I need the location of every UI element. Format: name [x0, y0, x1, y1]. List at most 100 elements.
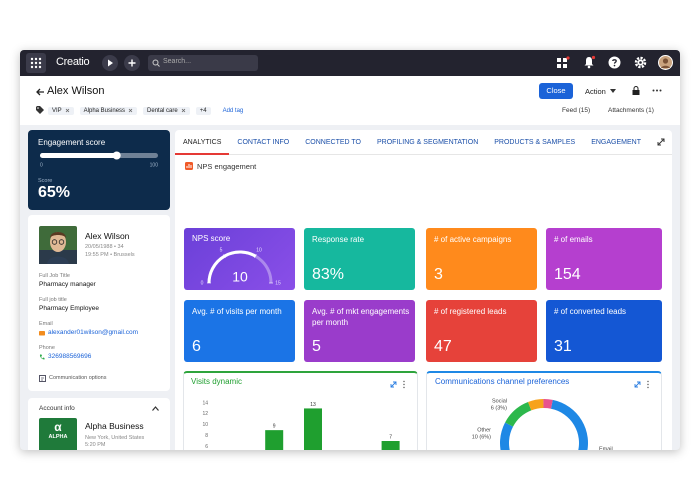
gauge-tick-label: 15	[275, 280, 281, 286]
remove-tag[interactable]	[181, 108, 186, 113]
tab[interactable]: PRODUCTS & SAMPLES	[494, 138, 576, 146]
bar	[304, 408, 322, 450]
chart-menu-dot	[403, 383, 405, 386]
remove-tag[interactable]	[65, 108, 70, 113]
phone-glyph	[39, 354, 45, 359]
tag-chip: VIP	[48, 106, 74, 115]
bar	[265, 430, 284, 450]
record-header: Alex Wilson Close Action VIP Alpha Busine…	[20, 76, 680, 125]
logo-text: ALPHA	[48, 434, 68, 440]
feed-link[interactable]: Feed (15)	[562, 107, 591, 114]
bar	[381, 441, 400, 450]
attachments-link[interactable]: Attachments (1)	[608, 107, 654, 114]
expand-icon[interactable]	[657, 138, 665, 146]
field-row: alexander01wilson@gmail.com	[39, 329, 167, 336]
lock-icon[interactable]	[632, 86, 640, 95]
tab[interactable]: PROFILING & SEGMENTATION	[377, 138, 479, 146]
help-icon[interactable]	[608, 56, 621, 69]
more-menu[interactable]	[652, 89, 662, 92]
notifications-icon[interactable]	[582, 55, 596, 69]
user-avatar[interactable]	[658, 55, 673, 70]
donut-slice	[528, 399, 544, 411]
expand-chart[interactable]	[390, 381, 397, 388]
account-logo: α ALPHA	[39, 418, 77, 450]
chart-title: Communications channel preferences	[435, 377, 570, 386]
chart-menu-dot	[403, 386, 405, 389]
apps-icon[interactable]	[556, 56, 570, 70]
remove-tag[interactable]	[128, 108, 133, 113]
field-value: 326988569696	[48, 353, 92, 360]
phone-icon	[39, 354, 45, 359]
search-box[interactable]: Search...	[148, 55, 258, 71]
expand-chart[interactable]	[634, 381, 641, 388]
tab[interactable]: ANALYTICS	[175, 130, 230, 155]
bar-value-label: 9	[273, 423, 276, 429]
y-tick-label: 6	[205, 444, 208, 450]
action-button[interactable]: Action	[585, 87, 606, 96]
field-row: Pharmacy manager	[39, 281, 167, 288]
donut-slice	[543, 399, 553, 409]
back-arrow[interactable]	[35, 87, 45, 97]
top-bar: Creatio Search...	[20, 50, 680, 76]
logo: Creatio	[56, 56, 90, 68]
donut-slice	[505, 401, 532, 427]
more-tags[interactable]: +4	[195, 106, 211, 115]
profile-name: Alex Wilson	[85, 231, 130, 241]
chart-menu-dot	[647, 386, 649, 389]
slider-fill	[40, 153, 117, 158]
search-icon	[152, 59, 160, 67]
slider-knob	[112, 151, 121, 160]
field-label: Email	[39, 321, 53, 327]
search-placeholder: Search...	[163, 58, 192, 65]
tab[interactable]: CONNECTED TO	[305, 138, 361, 146]
slice-value-label: 6 (3%)	[491, 405, 507, 411]
email-icon	[39, 330, 45, 335]
communication-options[interactable]: Communication options	[49, 375, 107, 381]
y-tick-label: 12	[202, 411, 208, 417]
settings-icon[interactable]	[634, 56, 647, 69]
remove-tag-cross	[181, 108, 186, 113]
slice-label: Social	[492, 398, 507, 404]
gauge-tick-label: 10	[256, 247, 262, 253]
chart-card: Communications channel preferences Email 1…	[426, 371, 662, 450]
tab[interactable]: ENGAGEMENT	[591, 138, 641, 146]
run-button[interactable]	[102, 55, 118, 71]
profile-field: Full job title Pharmacy Employee	[39, 297, 167, 321]
chart-menu-dot	[647, 383, 649, 386]
kpi-value: 83%	[312, 266, 345, 283]
profile-birth: 20/05/1988 • 34	[85, 244, 124, 250]
add-tag[interactable]: Add tag	[222, 107, 244, 114]
tag-list: VIP Alpha Business Dental care +4 Add tag	[48, 105, 243, 116]
slice-value-label: 10 (6%)	[472, 434, 491, 440]
tag-label: VIP	[52, 107, 62, 114]
logo-symbol: α	[54, 420, 62, 434]
profile-field: Phone 326988569696	[39, 345, 167, 369]
kpi-card: Avg. # of mkt engagements per month 5	[304, 300, 415, 362]
gauge-tick-label: 5	[220, 247, 223, 253]
kpi-card: # of emails 154	[546, 228, 662, 290]
kpi-card: Response rate 83%	[304, 228, 415, 290]
action-caret	[610, 89, 616, 93]
tab[interactable]: CONTACT INFO	[237, 138, 290, 146]
profile-time: 19:55 PM • Brussels	[85, 252, 135, 258]
account-card: Account info α ALPHA Alpha Business New …	[28, 398, 170, 450]
kpi-value: 31	[554, 338, 572, 355]
collapse-caret[interactable]	[152, 406, 159, 411]
engagement-slider: 0 100	[40, 151, 158, 168]
apps-menu[interactable]	[26, 53, 46, 73]
account-time: 5:20 PM	[85, 442, 106, 448]
add-button[interactable]	[124, 55, 140, 71]
gauge-tick	[223, 254, 226, 259]
remove-tag-cross	[65, 108, 69, 113]
kpi-value: 5	[312, 338, 321, 355]
gauge-card: NPS score 0 5 10 15 10	[184, 228, 295, 290]
close-button[interactable]: Close	[539, 83, 573, 99]
bar-chart: 02468101214302/2024903/20241304/2024205/…	[202, 380, 405, 450]
tag-chip: Alpha Business	[79, 106, 138, 115]
email-glyph	[39, 330, 45, 335]
field-value: Pharmacy manager	[39, 281, 96, 288]
kpi-title: Response rate	[312, 235, 365, 244]
field-row: Pharmacy Employee	[39, 305, 167, 312]
